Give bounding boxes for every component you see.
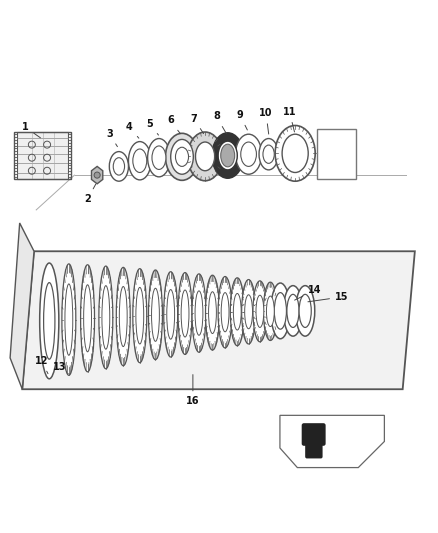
Ellipse shape (271, 283, 290, 339)
Polygon shape (22, 251, 415, 389)
Ellipse shape (296, 286, 315, 336)
Ellipse shape (195, 291, 203, 335)
Ellipse shape (102, 286, 110, 349)
Text: 10: 10 (259, 108, 273, 134)
Ellipse shape (263, 145, 274, 163)
Ellipse shape (221, 293, 229, 332)
Text: 2: 2 (84, 184, 96, 204)
Ellipse shape (242, 279, 255, 344)
Ellipse shape (208, 292, 216, 334)
Ellipse shape (40, 263, 59, 379)
Ellipse shape (256, 295, 264, 327)
Ellipse shape (84, 285, 92, 352)
Text: 3: 3 (106, 129, 117, 147)
Ellipse shape (192, 274, 206, 352)
Text: 13: 13 (53, 361, 69, 374)
Polygon shape (92, 166, 103, 184)
Text: 12: 12 (35, 356, 48, 374)
Polygon shape (280, 415, 385, 467)
Ellipse shape (266, 296, 274, 327)
Ellipse shape (65, 284, 73, 356)
Text: 15: 15 (308, 292, 349, 302)
Ellipse shape (113, 158, 124, 175)
Text: 8: 8 (213, 111, 226, 134)
Ellipse shape (233, 294, 241, 330)
Ellipse shape (133, 269, 147, 362)
Ellipse shape (230, 278, 244, 346)
Ellipse shape (152, 146, 166, 169)
Text: 14: 14 (295, 286, 321, 300)
Ellipse shape (176, 147, 188, 166)
Ellipse shape (178, 272, 192, 354)
Ellipse shape (195, 142, 215, 171)
Ellipse shape (218, 277, 232, 348)
Ellipse shape (259, 139, 278, 170)
Text: 4: 4 (126, 122, 139, 138)
Ellipse shape (241, 142, 256, 166)
Ellipse shape (221, 144, 235, 167)
Circle shape (94, 172, 100, 178)
Ellipse shape (128, 142, 151, 180)
Ellipse shape (110, 151, 128, 181)
FancyBboxPatch shape (302, 423, 325, 446)
Text: 11: 11 (283, 107, 296, 132)
Ellipse shape (187, 132, 223, 181)
Ellipse shape (245, 295, 253, 329)
Ellipse shape (152, 288, 159, 341)
Text: 16: 16 (186, 375, 200, 407)
Ellipse shape (212, 133, 244, 178)
Ellipse shape (164, 272, 178, 357)
Ellipse shape (81, 265, 95, 372)
Ellipse shape (287, 294, 299, 327)
Ellipse shape (166, 133, 198, 180)
Ellipse shape (275, 125, 315, 181)
Ellipse shape (218, 141, 237, 170)
Ellipse shape (148, 270, 162, 360)
Ellipse shape (236, 134, 261, 174)
Ellipse shape (263, 282, 277, 341)
Ellipse shape (181, 290, 189, 337)
FancyBboxPatch shape (18, 132, 68, 180)
Ellipse shape (136, 287, 144, 344)
Ellipse shape (148, 139, 170, 177)
Text: 5: 5 (146, 119, 159, 135)
Ellipse shape (282, 134, 308, 173)
Ellipse shape (253, 281, 267, 342)
Ellipse shape (133, 149, 147, 173)
Ellipse shape (274, 293, 286, 329)
FancyBboxPatch shape (305, 444, 322, 458)
Text: 7: 7 (191, 114, 204, 134)
Polygon shape (10, 223, 34, 389)
Ellipse shape (62, 264, 76, 375)
Ellipse shape (99, 266, 113, 369)
Bar (317, 128, 356, 179)
Ellipse shape (171, 140, 193, 174)
Ellipse shape (299, 294, 311, 327)
Text: 6: 6 (167, 115, 180, 134)
Text: 1: 1 (22, 122, 40, 138)
Ellipse shape (283, 286, 303, 336)
Ellipse shape (205, 275, 219, 350)
Ellipse shape (44, 282, 55, 359)
Ellipse shape (119, 287, 127, 346)
Text: 9: 9 (237, 110, 247, 130)
Ellipse shape (116, 268, 130, 366)
Ellipse shape (167, 289, 175, 339)
